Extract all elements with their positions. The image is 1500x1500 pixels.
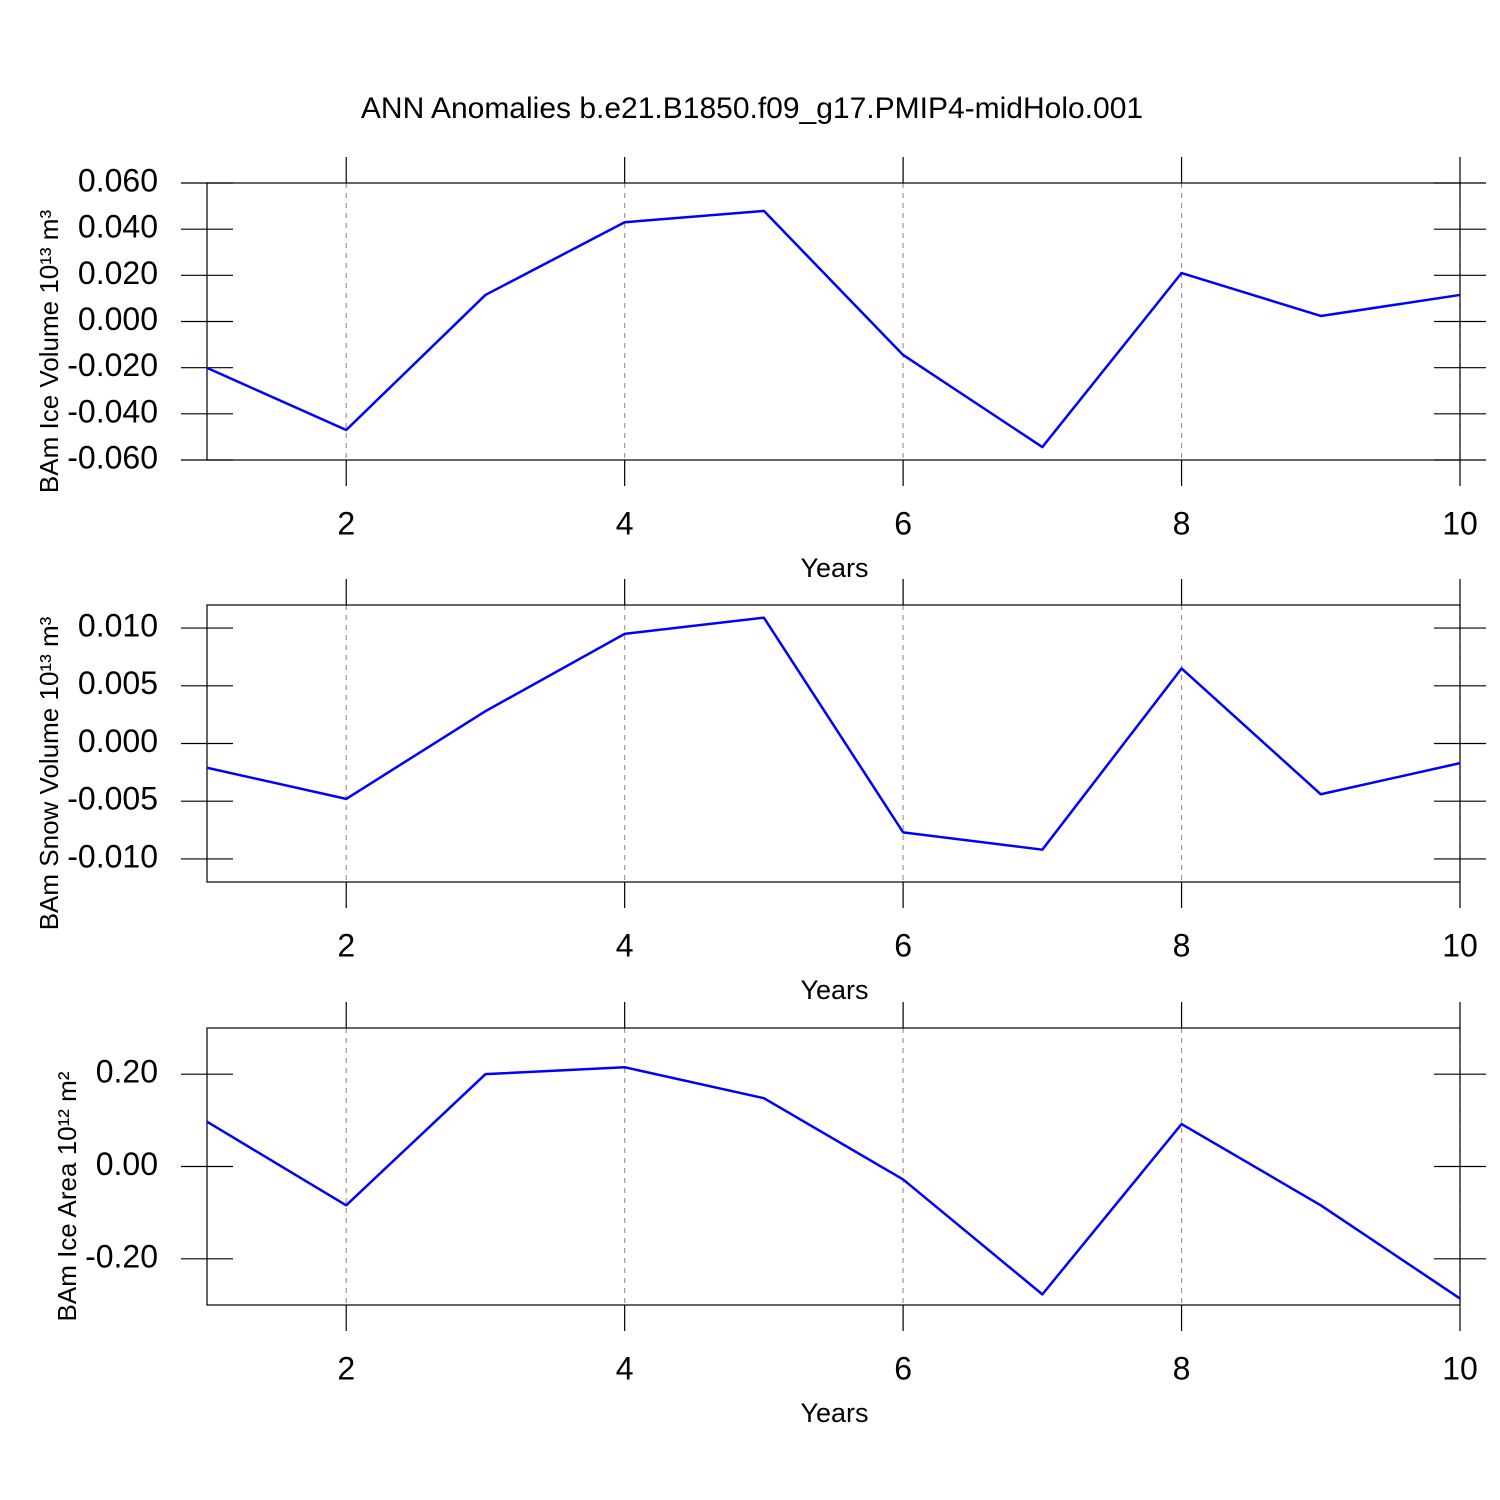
y-tick-label: -0.20 bbox=[85, 1238, 158, 1274]
x-axis-label: Years bbox=[800, 1398, 868, 1428]
y-axis-label: BAm Ice Area 10¹² m² bbox=[52, 1071, 82, 1321]
x-tick-label: 6 bbox=[894, 505, 912, 541]
y-tick-label: -0.020 bbox=[67, 347, 158, 383]
y-tick-label: 0.005 bbox=[78, 665, 158, 701]
y-tick-label: 0.20 bbox=[96, 1054, 158, 1090]
y-tick-label: 0.040 bbox=[78, 209, 158, 245]
y-tick-label: -0.010 bbox=[67, 838, 158, 874]
x-tick-label: 6 bbox=[894, 1350, 912, 1386]
x-tick-label: 6 bbox=[894, 927, 912, 963]
y-tick-label: 0.000 bbox=[78, 723, 158, 759]
x-tick-label: 10 bbox=[1442, 505, 1478, 541]
x-tick-label: 2 bbox=[337, 505, 355, 541]
y-tick-label: -0.040 bbox=[67, 393, 158, 429]
x-tick-label: 10 bbox=[1442, 1350, 1478, 1386]
x-axis-label: Years bbox=[800, 975, 868, 1005]
chart-title: ANN Anomalies b.e21.B1850.f09_g17.PMIP4-… bbox=[361, 92, 1143, 125]
y-axis-label: BAm Snow Volume 10¹³ m³ bbox=[34, 616, 64, 930]
x-tick-label: 8 bbox=[1173, 1350, 1191, 1386]
y-tick-label: 0.060 bbox=[78, 162, 158, 198]
y-tick-label: -0.060 bbox=[67, 439, 158, 475]
data-line bbox=[206, 209, 1461, 449]
plot-frame bbox=[206, 1027, 1461, 1306]
data-line bbox=[206, 1065, 1461, 1300]
x-tick-label: 2 bbox=[337, 927, 355, 963]
y-axis-label: BAm Ice Volume 10¹³ m³ bbox=[34, 210, 64, 494]
x-tick-label: 4 bbox=[616, 1350, 634, 1386]
x-tick-label: 4 bbox=[616, 927, 634, 963]
y-tick-label: 0.010 bbox=[78, 608, 158, 644]
y-tick-label: 0.00 bbox=[96, 1146, 158, 1182]
plot-frame bbox=[206, 604, 1461, 883]
plot-frame bbox=[206, 182, 1461, 461]
y-tick-label: -0.005 bbox=[67, 781, 158, 817]
x-tick-label: 2 bbox=[337, 1350, 355, 1386]
data-line bbox=[206, 616, 1461, 851]
y-tick-label: 0.000 bbox=[78, 301, 158, 337]
x-tick-label: 8 bbox=[1173, 927, 1191, 963]
x-axis-label: Years bbox=[800, 553, 868, 583]
x-tick-label: 10 bbox=[1442, 927, 1478, 963]
x-tick-label: 4 bbox=[616, 505, 634, 541]
x-tick-label: 8 bbox=[1173, 505, 1191, 541]
y-tick-label: 0.020 bbox=[78, 255, 158, 291]
